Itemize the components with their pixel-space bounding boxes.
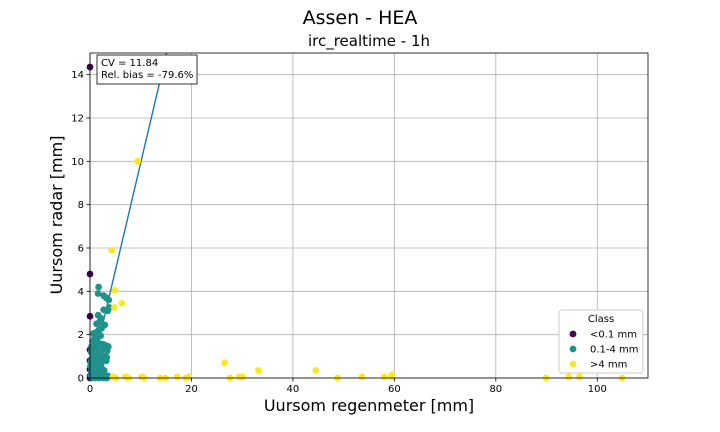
- data-point: [98, 346, 106, 354]
- data-point: [576, 373, 583, 381]
- data-point: [111, 286, 119, 294]
- legend-label: 0.1-4 mm: [590, 345, 639, 356]
- data-point: [221, 359, 228, 367]
- x-tick-label: 80: [489, 384, 502, 395]
- data-point: [102, 357, 110, 365]
- data-point: [358, 373, 366, 381]
- data-point: [110, 304, 118, 311]
- chart-title: irc_realtime - 1h: [308, 32, 430, 51]
- data-point: [255, 367, 262, 374]
- y-tick-label: 0: [78, 374, 84, 385]
- y-tick-label: 8: [78, 200, 84, 211]
- y-tick-label: 10: [71, 157, 84, 168]
- y-tick-label: 12: [71, 114, 84, 125]
- data-point: [103, 347, 111, 355]
- data-point: [380, 373, 388, 381]
- legend-marker: [569, 330, 577, 338]
- legend: Class <0.1 mm 0.1-4 mm >4 mm: [558, 309, 644, 374]
- data-point: [97, 332, 105, 340]
- y-tick-label: 14: [71, 70, 84, 81]
- data-point: [565, 373, 573, 381]
- data-point: [100, 306, 108, 314]
- legend-marker: [569, 360, 577, 368]
- data-point: [239, 373, 247, 381]
- plot-area: 0 20 40 60 80 100 0 2 4 6 8 10 12 14: [71, 52, 649, 395]
- x-tick-label: 20: [185, 384, 198, 395]
- stats-box: CV = 11.84 Rel. bias = -79.6%: [96, 54, 198, 85]
- data-point: [108, 246, 116, 254]
- y-tick-label: 4: [78, 287, 84, 298]
- x-tick-label: 40: [287, 384, 300, 395]
- data-point: [134, 157, 142, 165]
- axis-ticks: 0 20 40 60 80 100 0 2 4 6 8 10 12 14: [71, 70, 607, 395]
- data-point: [95, 283, 103, 291]
- data-point: [94, 290, 102, 297]
- legend-label: <0.1 mm: [590, 330, 637, 341]
- data-point: [118, 299, 126, 307]
- legend-marker: [569, 345, 577, 353]
- data-point: [105, 296, 113, 304]
- cv-text: CV = 11.84: [101, 58, 158, 69]
- y-tick-label: 6: [78, 244, 84, 255]
- plot-background: [90, 53, 648, 378]
- data-point: [105, 304, 113, 311]
- legend-title: Class: [588, 314, 614, 325]
- legend-items: <0.1 mm 0.1-4 mm >4 mm: [569, 330, 639, 371]
- y-axis-label: Uursom radar [mm]: [47, 136, 66, 295]
- y-tick-label: 2: [78, 330, 84, 341]
- legend-frame: [558, 309, 644, 374]
- data-point: [387, 373, 395, 381]
- x-tick-label: 0: [87, 384, 93, 395]
- data-point: [185, 373, 193, 381]
- figure-suptitle: Assen - HEA: [303, 7, 418, 29]
- x-axis-label: Uursom regenmeter [mm]: [264, 396, 474, 415]
- legend-label: >4 mm: [590, 360, 627, 371]
- x-tick-label: 100: [588, 384, 607, 395]
- data-point: [93, 320, 100, 328]
- data-point: [312, 367, 320, 374]
- data-point: [173, 373, 181, 381]
- plot-frame: [89, 52, 649, 379]
- x-tick-label: 60: [388, 384, 401, 395]
- rel-bias-text: Rel. bias = -79.6%: [101, 70, 193, 81]
- stats-box-frame: [96, 54, 198, 85]
